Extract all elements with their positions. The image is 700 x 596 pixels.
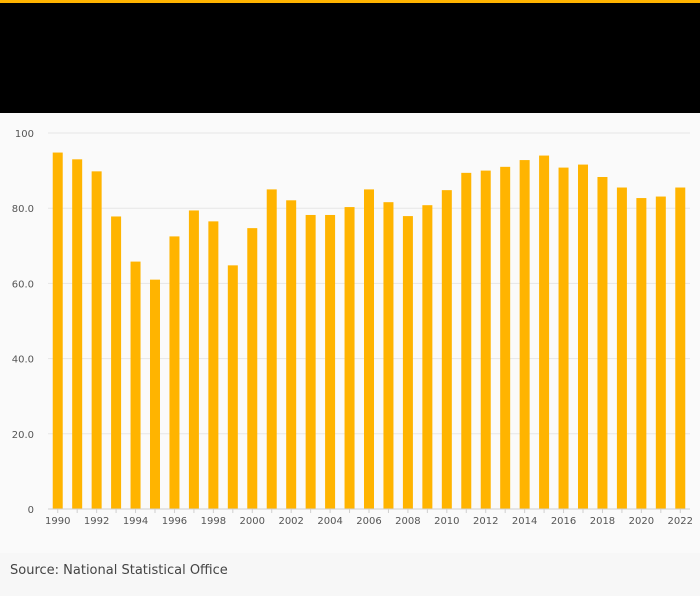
bar (364, 189, 374, 509)
bar (480, 170, 491, 509)
x-tick-label: 1992 (84, 516, 109, 527)
x-tick-label: 2010 (434, 516, 459, 527)
bar (72, 159, 83, 509)
x-tick-label: 2014 (512, 516, 537, 527)
x-tick-label: 2012 (473, 516, 498, 527)
bar (675, 187, 686, 509)
bar (188, 210, 199, 509)
header-banner (0, 3, 700, 113)
bar (344, 207, 355, 509)
bar (636, 198, 647, 509)
bar (383, 202, 394, 509)
x-tick-label: 2000 (240, 516, 265, 527)
y-tick-label: 80.0 (12, 204, 34, 215)
bar (616, 187, 627, 509)
x-tick-label: 2002 (278, 516, 303, 527)
x-tick-label: 2016 (551, 516, 576, 527)
bar (169, 236, 180, 509)
bar (325, 214, 336, 509)
bar (597, 176, 608, 509)
bar (208, 221, 219, 510)
bar-chart: 0 20.0 40.0 60.0 80.0 100 1990 1992 1994 1996 1998… (12, 129, 693, 527)
x-tick-label: 1996 (162, 516, 187, 527)
x-tick-label: 2020 (629, 516, 654, 527)
bar (247, 228, 258, 509)
bar (578, 164, 588, 510)
bar (150, 279, 160, 509)
x-tick-label: 1994 (123, 516, 148, 527)
y-tick-label: 40.0 (12, 355, 34, 366)
bar (130, 261, 141, 509)
bar (655, 196, 666, 509)
y-tick-label: 100 (15, 129, 34, 140)
bar (461, 172, 472, 509)
y-tick-label: 60.0 (12, 279, 34, 290)
x-tick-label: 1990 (45, 516, 70, 527)
bar (402, 216, 413, 509)
bar (52, 152, 63, 509)
bar (286, 200, 297, 509)
y-tick-label: 0 (28, 505, 34, 516)
x-tick-label: 2018 (590, 516, 615, 527)
y-tick-label: 20.0 (12, 430, 34, 441)
x-tick-label: 2022 (668, 516, 693, 527)
x-tick-label: 2004 (317, 516, 342, 527)
top-accent-line (0, 0, 700, 3)
bar (266, 189, 277, 509)
x-tick-label: 2008 (395, 516, 420, 527)
bar (519, 160, 530, 509)
bar (91, 171, 102, 510)
source-note: Source: National Statistical Office (10, 563, 228, 578)
bar (305, 214, 316, 509)
bar (111, 216, 122, 510)
bar (227, 265, 238, 509)
x-tick-label: 2006 (356, 516, 381, 527)
bar (500, 166, 511, 509)
bar (539, 155, 550, 509)
x-tick-label: 1998 (201, 516, 226, 527)
chart-area: 0 20.0 40.0 60.0 80.0 100 1990 1992 1994 1996 1998… (0, 113, 700, 553)
bar (558, 167, 569, 510)
bar (441, 190, 452, 509)
bar (422, 205, 433, 509)
